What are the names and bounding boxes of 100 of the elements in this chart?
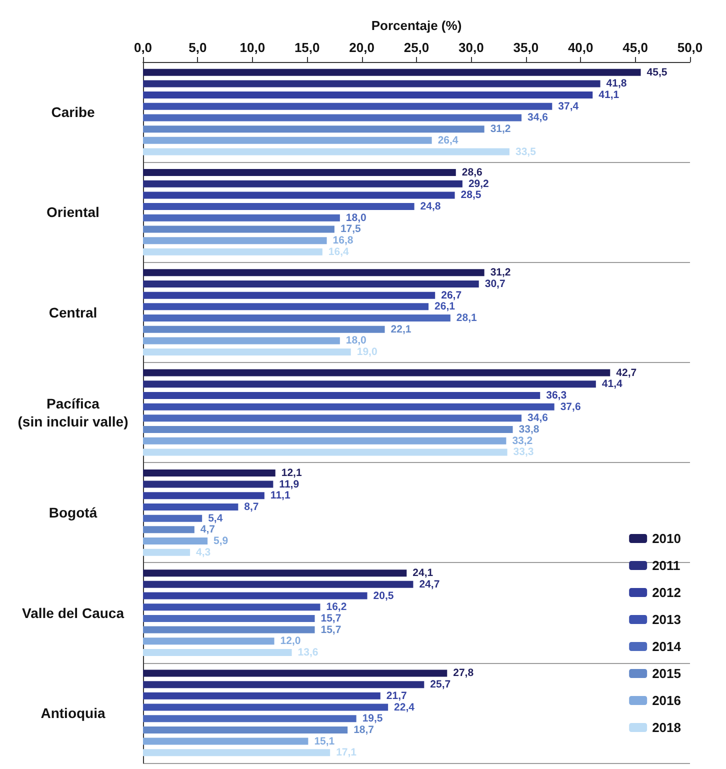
data-label: 12,1 [281, 466, 302, 479]
bar [143, 148, 510, 156]
x-tick-label: 40,0 [568, 40, 594, 55]
bar [143, 180, 462, 188]
bar [143, 638, 274, 645]
bar [143, 426, 513, 434]
y-tick-label: Bogotá [48, 504, 98, 521]
x-tick-label: 30,0 [458, 40, 484, 55]
data-label: 12,0 [280, 635, 301, 648]
x-tick-label: 10,0 [240, 40, 266, 55]
bar [143, 169, 456, 176]
bar [143, 114, 522, 122]
data-label: 26,1 [434, 300, 456, 313]
bar [143, 337, 340, 344]
bar [143, 738, 308, 745]
data-label: 28,6 [462, 166, 482, 179]
bar [143, 403, 554, 410]
bar [143, 670, 448, 677]
bar [143, 292, 436, 299]
bar [143, 68, 641, 76]
bar [143, 314, 450, 322]
bar [143, 604, 320, 611]
data-label: 28,1 [456, 312, 478, 324]
data-label: 33,8 [518, 424, 540, 436]
x-tick-label: 45,0 [622, 40, 648, 55]
bar [143, 681, 424, 688]
data-label: 26,4 [438, 134, 458, 146]
bar [143, 303, 429, 310]
bar [143, 348, 351, 356]
data-label: 30,7 [484, 278, 506, 290]
data-label: 8,7 [244, 500, 259, 513]
bar [143, 80, 600, 88]
x-tick-label: 50,0 [677, 40, 703, 55]
data-label: 11,1 [270, 490, 290, 502]
data-label: 41,8 [606, 78, 627, 90]
bar [143, 648, 292, 656]
bar [143, 548, 190, 556]
legend-label: 2014 [652, 639, 682, 654]
data-label: 5,9 [214, 534, 228, 547]
bar [143, 570, 407, 577]
data-label: 24,7 [419, 578, 440, 590]
bar [143, 614, 315, 622]
y-tick-label: Central [48, 304, 98, 320]
legend-label: 2015 [652, 666, 681, 681]
data-label: 15,1 [314, 735, 335, 748]
bar [143, 626, 315, 634]
bar [143, 226, 334, 233]
data-label: 22,4 [394, 701, 415, 714]
x-tick-label: 5,0 [188, 40, 207, 55]
data-label: 31,2 [490, 123, 511, 136]
data-label: 41,1 [598, 89, 620, 102]
data-label: 34,6 [528, 412, 548, 424]
bar [143, 503, 238, 510]
data-label: 19,0 [356, 346, 378, 358]
data-label: 45,5 [646, 66, 668, 78]
data-label: 20,5 [373, 590, 394, 602]
y-tick-label: Pacífica (sin incluir valle) [18, 396, 128, 430]
bar [143, 136, 432, 144]
data-label: 17,5 [340, 223, 362, 236]
bar [143, 126, 484, 133]
bar [143, 526, 194, 534]
bar [143, 492, 264, 500]
legend-label: 2011 [652, 558, 680, 573]
data-label: 16,8 [332, 234, 354, 247]
bar [143, 692, 380, 700]
data-label: 24,8 [420, 200, 441, 213]
bar [143, 537, 208, 544]
data-label: 29,2 [468, 178, 490, 190]
x-tick-label: 35,0 [513, 40, 539, 55]
bar [143, 448, 508, 456]
data-label: 16,4 [328, 246, 350, 258]
bar [143, 704, 388, 711]
bar [143, 392, 540, 399]
bar [143, 326, 385, 333]
bar [143, 369, 610, 376]
bar [143, 414, 522, 422]
bar [143, 715, 356, 722]
data-label: 25,7 [430, 678, 451, 691]
data-label: 33,2 [512, 434, 533, 447]
data-label: 33,3 [513, 446, 534, 458]
data-label: 42,7 [616, 366, 637, 379]
bar [143, 280, 479, 288]
bar [143, 592, 368, 600]
bar [143, 203, 414, 210]
x-axis-title: Porcentaje (%) [371, 18, 462, 33]
bar [143, 269, 484, 276]
bar [143, 514, 202, 522]
data-label: 22,1 [390, 323, 412, 336]
bar [143, 248, 322, 256]
x-tick-label: 25,0 [404, 40, 430, 55]
y-tick-label: Antioquia [40, 704, 106, 721]
data-label: 37,4 [558, 100, 579, 112]
y-tick-label: Oriental [46, 204, 100, 220]
data-label: 31,2 [490, 266, 511, 279]
data-label: 5,4 [208, 512, 223, 524]
data-label: 18,0 [346, 334, 367, 347]
data-label: 11,9 [279, 478, 300, 490]
data-label: 34,6 [528, 112, 548, 124]
y-tick-label: Valle del Cauca [22, 604, 124, 621]
bar [143, 92, 593, 99]
